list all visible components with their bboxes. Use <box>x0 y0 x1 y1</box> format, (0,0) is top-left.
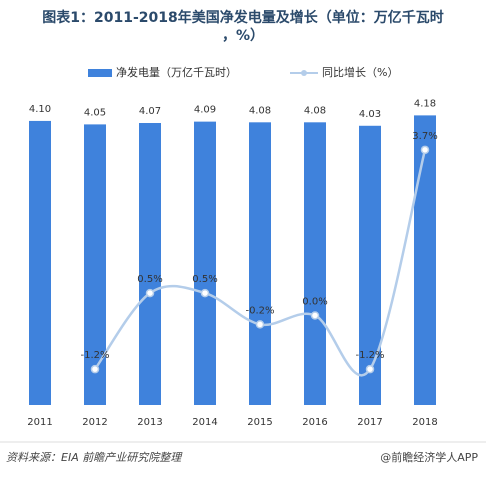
value-label: 0.5% <box>137 274 162 285</box>
line-point <box>420 145 430 155</box>
bar <box>414 115 436 405</box>
x-tick-label: 2017 <box>357 417 382 428</box>
value-label: 0.0% <box>302 296 327 307</box>
chart-title: 图表1：2011-2018年美国净发电量及增长（单位：万亿千瓦时 ，%） <box>42 9 443 44</box>
value-label: 4.08 <box>304 105 326 116</box>
legend-swatch <box>88 69 112 77</box>
x-tick-label: 2016 <box>302 417 327 428</box>
source: 资料来源：EIA 前瞻产业研究院整理 <box>6 451 183 464</box>
bar <box>29 120 51 405</box>
value-label: -1.2% <box>80 350 109 361</box>
value-label: 4.07 <box>139 106 161 117</box>
title-line: ，%） <box>222 28 264 44</box>
x-tick-label: 2013 <box>137 417 162 428</box>
bar <box>139 123 161 405</box>
bar <box>359 125 381 406</box>
value-label: 4.09 <box>194 105 216 116</box>
legend-label: 净发电量（万亿千瓦时） <box>116 65 237 79</box>
value-label: 4.08 <box>249 105 271 116</box>
bar <box>194 121 216 405</box>
value-label: 3.7% <box>412 131 437 142</box>
bar <box>304 122 326 406</box>
x-tick-label: 2011 <box>27 417 52 428</box>
x-tick-label: 2014 <box>192 417 217 428</box>
line-point <box>90 364 100 374</box>
x-tick-label: 2015 <box>247 417 272 428</box>
legend-swatch <box>301 70 307 76</box>
bar <box>249 122 271 406</box>
x-tick-label: 2018 <box>412 417 437 428</box>
title-line: 图表1：2011-2018年美国净发电量及增长（单位：万亿千瓦时 <box>42 9 443 26</box>
value-label: -0.2% <box>245 305 274 316</box>
value-label: 4.05 <box>84 107 106 118</box>
value-label: -1.2% <box>355 350 384 361</box>
value-label: 0.5% <box>192 274 217 285</box>
line-point <box>365 364 375 374</box>
line-point <box>255 320 265 329</box>
value-label: 4.18 <box>414 98 436 109</box>
credit: @前瞻经济学人APP <box>380 450 478 464</box>
line-point <box>200 288 210 298</box>
line-point <box>310 311 320 320</box>
value-label: 4.10 <box>29 104 51 115</box>
legend-label: 同比增长（%） <box>322 65 398 79</box>
x-tick-label: 2012 <box>82 417 107 428</box>
line-point <box>145 288 155 298</box>
bar <box>84 124 106 406</box>
value-label: 4.03 <box>359 109 381 120</box>
